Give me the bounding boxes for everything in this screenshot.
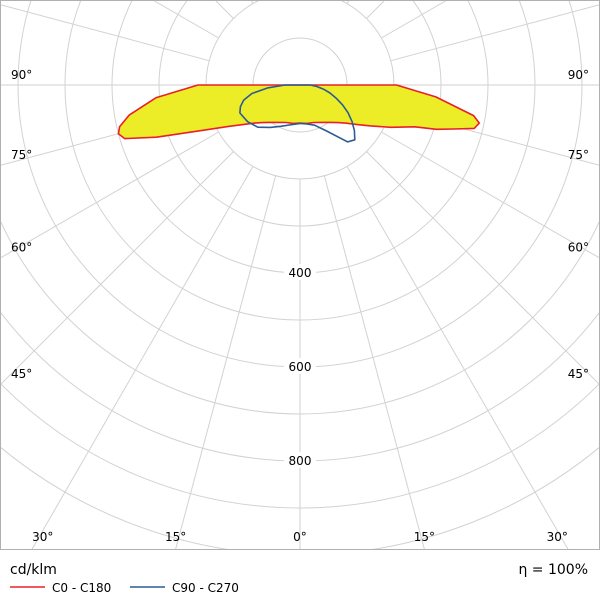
- axis-labels: 400 600 800 45° 45° 60° 60° 75° 75° 90° 90° 105° 105…: [11, 0, 589, 544]
- angle-label-bottom: 0°: [293, 530, 307, 544]
- angle-label-right: 45°: [568, 367, 589, 381]
- legend-label-c0: C0 - C180: [52, 581, 111, 595]
- angle-label-bottom-left: 30°: [32, 530, 53, 544]
- grid-spoke: [346, 1, 349, 4]
- curve-c90-c270: [239, 84, 356, 143]
- radial-label: 600: [289, 360, 312, 374]
- grid-spoke: [154, 1, 219, 39]
- angle-label-right: 105°: [560, 0, 589, 2]
- grid-spoke: [1, 131, 219, 259]
- unit-label: cd/klm: [10, 562, 57, 578]
- radial-label: 400: [289, 266, 312, 280]
- radial-label-bg: [284, 264, 316, 280]
- angle-label-bottom-right: 30°: [547, 530, 568, 544]
- radial-label-bg: [284, 452, 316, 468]
- legend-label-c90: C90 - C270: [172, 581, 239, 595]
- grid-spoke: [251, 1, 254, 4]
- angle-label-right: 60°: [568, 241, 589, 255]
- angle-label-left: 75°: [11, 148, 32, 162]
- efficiency-label: η = 100%: [518, 562, 588, 578]
- grid-spoke: [390, 4, 599, 62]
- grid-spoke: [381, 1, 446, 39]
- angle-label-bottom-left: 15°: [165, 530, 186, 544]
- legend: C0 - C180 C90 - C270: [10, 581, 239, 595]
- grid-spoke: [1, 4, 210, 62]
- angle-label-left: 90°: [11, 68, 32, 82]
- curve-c0-c180: [117, 84, 481, 140]
- angle-label-right: 75°: [568, 148, 589, 162]
- angle-label-right: 90°: [568, 68, 589, 82]
- grid-spoke: [1, 151, 234, 385]
- angle-label-left: 105°: [11, 0, 40, 2]
- grid-spoke: [366, 151, 599, 385]
- radial-label-bg: [284, 358, 316, 374]
- angle-label-left: 45°: [11, 367, 32, 381]
- grid-spoke: [381, 131, 599, 259]
- grid-spoke: [31, 166, 254, 549]
- grid-spoke: [323, 175, 425, 549]
- grid-spoke: [346, 166, 569, 549]
- grid-spoke: [175, 175, 277, 549]
- grid-spoke: [366, 1, 385, 19]
- radial-label: 800: [289, 454, 312, 468]
- angle-label-left: 60°: [11, 241, 32, 255]
- curves: [117, 84, 481, 143]
- grid-spoke: [215, 1, 234, 19]
- angle-label-bottom-right: 15°: [414, 530, 435, 544]
